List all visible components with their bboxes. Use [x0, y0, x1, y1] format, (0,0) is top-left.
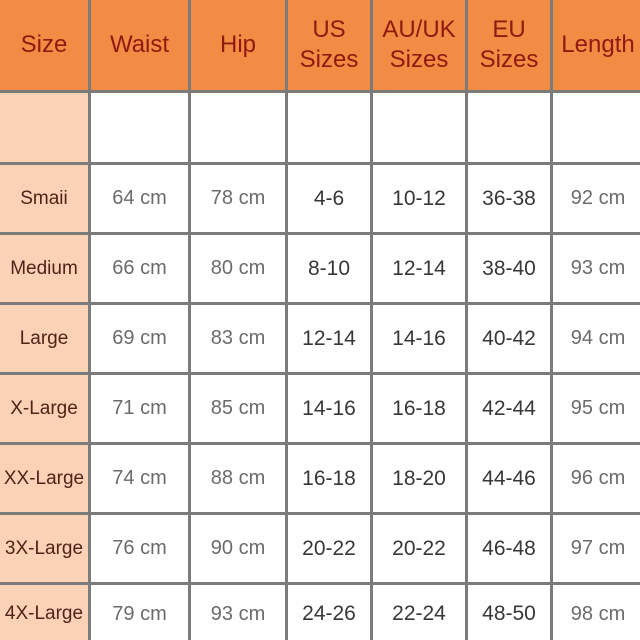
column-header-length: Length [550, 0, 640, 93]
column-header-size: Size [0, 0, 91, 93]
cell-length: 96 cm [550, 442, 640, 515]
cell-waist [88, 90, 191, 165]
cell-us-sizes: 12-14 [285, 302, 373, 375]
cell-hip: 80 cm [188, 232, 288, 305]
cell-eu-sizes: 38-40 [465, 232, 553, 305]
cell-eu-sizes [465, 90, 553, 165]
cell-us-sizes: 20-22 [285, 512, 373, 585]
cell-auuk-sizes: 14-16 [370, 302, 468, 375]
cell-auuk-sizes: 18-20 [370, 442, 468, 515]
cell-hip: 78 cm [188, 162, 288, 235]
table-row: Large 69 cm 83 cm 12-14 14-16 40-42 94 cm [0, 302, 640, 375]
table-row: XX-Large 74 cm 88 cm 16-18 18-20 44-46 96 cm [0, 442, 640, 515]
cell-hip: 88 cm [188, 442, 288, 515]
header-row: Size Waist Hip US Sizes AU/UK Sizes EU Sizes L… [0, 0, 640, 93]
cell-hip: 85 cm [188, 372, 288, 445]
column-header-eu-sizes: EU Sizes [465, 0, 553, 93]
cell-eu-sizes: 44-46 [465, 442, 553, 515]
cell-length [550, 90, 640, 165]
cell-waist: 76 cm [88, 512, 191, 585]
cell-us-sizes: 14-16 [285, 372, 373, 445]
cell-auuk-sizes: 16-18 [370, 372, 468, 445]
cell-size [0, 90, 91, 165]
cell-length: 92 cm [550, 162, 640, 235]
cell-size: Medium [0, 232, 91, 305]
cell-us-sizes: 4-6 [285, 162, 373, 235]
cell-eu-sizes: 46-48 [465, 512, 553, 585]
cell-auuk-sizes: 22-24 [370, 582, 468, 640]
cell-length: 97 cm [550, 512, 640, 585]
cell-size: X-Large [0, 372, 91, 445]
cell-us-sizes: 24-26 [285, 582, 373, 640]
column-header-auuk-sizes: AU/UK Sizes [370, 0, 468, 93]
cell-auuk-sizes: 20-22 [370, 512, 468, 585]
table-row: 4X-Large 79 cm 93 cm 24-26 22-24 48-50 98 cm [0, 582, 640, 640]
cell-us-sizes: 8-10 [285, 232, 373, 305]
cell-waist: 79 cm [88, 582, 191, 640]
cell-hip [188, 90, 288, 165]
cell-size: 4X-Large [0, 582, 91, 640]
column-header-hip: Hip [188, 0, 288, 93]
cell-eu-sizes: 40-42 [465, 302, 553, 375]
column-header-waist: Waist [88, 0, 191, 93]
table-row: X-Large 71 cm 85 cm 14-16 16-18 42-44 95 cm [0, 372, 640, 445]
table-row: Smaii 64 cm 78 cm 4-6 10-12 36-38 92 cm [0, 162, 640, 235]
cell-hip: 90 cm [188, 512, 288, 585]
empty-row [0, 90, 640, 165]
cell-waist: 74 cm [88, 442, 191, 515]
cell-auuk-sizes [370, 90, 468, 165]
cell-length: 95 cm [550, 372, 640, 445]
table-row: Medium 66 cm 80 cm 8-10 12-14 38-40 93 cm [0, 232, 640, 305]
cell-eu-sizes: 36-38 [465, 162, 553, 235]
cell-hip: 83 cm [188, 302, 288, 375]
cell-size: XX-Large [0, 442, 91, 515]
cell-auuk-sizes: 12-14 [370, 232, 468, 305]
cell-size: Large [0, 302, 91, 375]
column-header-us-sizes: US Sizes [285, 0, 373, 93]
cell-length: 94 cm [550, 302, 640, 375]
cell-auuk-sizes: 10-12 [370, 162, 468, 235]
cell-us-sizes: 16-18 [285, 442, 373, 515]
cell-length: 98 cm [550, 582, 640, 640]
cell-size: 3X-Large [0, 512, 91, 585]
cell-eu-sizes: 48-50 [465, 582, 553, 640]
cell-size: Smaii [0, 162, 91, 235]
cell-waist: 64 cm [88, 162, 191, 235]
cell-eu-sizes: 42-44 [465, 372, 553, 445]
cell-hip: 93 cm [188, 582, 288, 640]
cell-waist: 71 cm [88, 372, 191, 445]
table-row: 3X-Large 76 cm 90 cm 20-22 20-22 46-48 97 cm [0, 512, 640, 585]
cell-waist: 69 cm [88, 302, 191, 375]
cell-us-sizes [285, 90, 373, 165]
cell-length: 93 cm [550, 232, 640, 305]
cell-waist: 66 cm [88, 232, 191, 305]
